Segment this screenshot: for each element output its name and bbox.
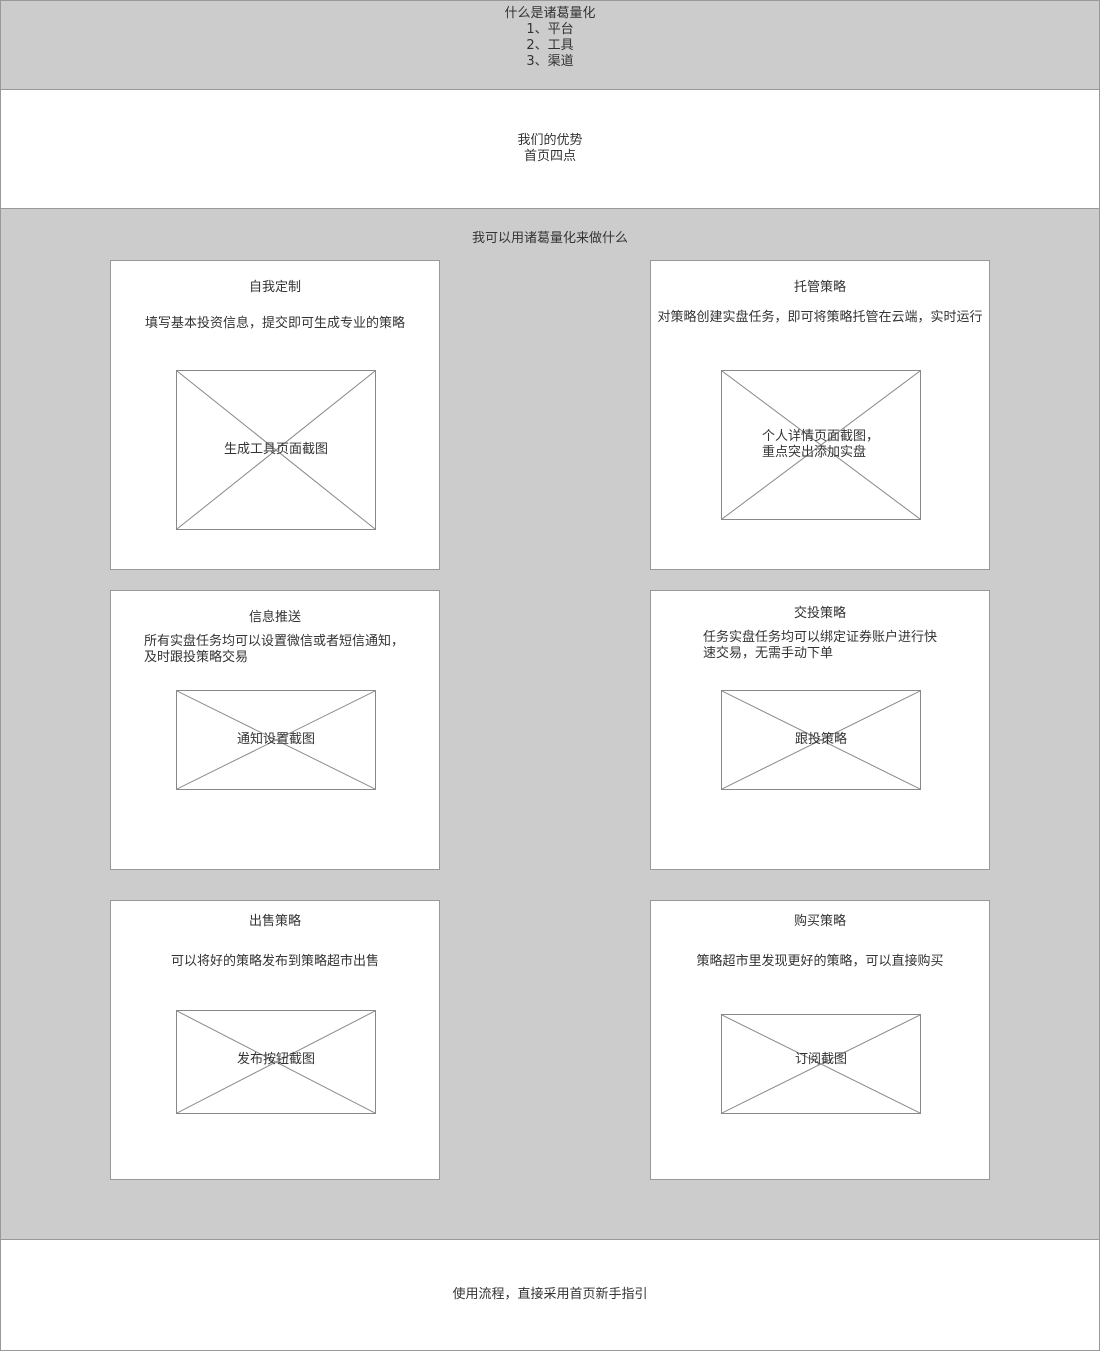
- placeholder-label-line: 通知设置截图: [236, 732, 315, 747]
- flow-text: 使用流程，直接采用首页新手指引: [452, 1287, 648, 1302]
- intro-item-tools: 2、工具: [526, 38, 574, 53]
- card-description: 对策略创建实盘任务，即可将策略托管在云端，实时运行: [657, 310, 983, 325]
- intro-item-channels: 3、渠道: [526, 54, 574, 69]
- card-notification-push: 信息推送 所有实盘任务均可以设置微信或者短信通知， 及时跟投策略交易 通知设置截…: [110, 590, 440, 870]
- card-title: 购买策略: [793, 914, 846, 929]
- card-description: 所有实盘任务均可以设置微信或者短信通知， 及时跟投策略交易: [144, 634, 404, 666]
- card-buy-strategy: 购买策略 策略超市里发现更好的策略，可以直接购买 订阅截图: [650, 900, 990, 1180]
- card-description-line: 任务实盘任务均可以绑定证券账户进行快: [703, 630, 938, 645]
- placeholder-label-line: 个人详情页面截图，: [762, 429, 880, 444]
- screenshot-placeholder: 跟投策略: [721, 690, 921, 790]
- placeholder-cross-icon: [722, 1015, 920, 1113]
- advantages-title: 我们的优势: [517, 133, 583, 148]
- screenshot-placeholder: 个人详情页面截图， 重点突出添加实盘: [721, 370, 921, 520]
- card-description: 策略超市里发现更好的策略，可以直接购买: [696, 954, 944, 969]
- card-title: 交投策略: [793, 606, 846, 621]
- screenshot-placeholder: 发布按钮截图: [176, 1010, 376, 1114]
- card-description-line: 及时跟投策略交易: [144, 650, 249, 665]
- placeholder-label: 订阅截图: [722, 1052, 920, 1068]
- intro-item-platform: 1、平台: [526, 22, 574, 37]
- placeholder-label: 跟投策略: [722, 732, 920, 748]
- placeholder-label: 发布按钮截图: [177, 1052, 375, 1068]
- uses-section: 我可以用诸葛量化来做什么 自我定制 填写基本投资信息，提交即可生成专业的策略 生…: [0, 208, 1100, 1240]
- advantages-subtitle: 首页四点: [523, 149, 576, 164]
- placeholder-label: 通知设置截图: [177, 732, 375, 748]
- card-title: 信息推送: [248, 610, 301, 625]
- placeholder-label-line: 跟投策略: [794, 732, 847, 747]
- card-description-line: 所有实盘任务均可以设置微信或者短信通知，: [144, 634, 405, 649]
- card-hosted-strategy: 托管策略 对策略创建实盘任务，即可将策略托管在云端，实时运行 个人详情页面截图，…: [650, 260, 990, 570]
- placeholder-label: 生成工具页面截图: [177, 442, 375, 458]
- placeholder-cross-icon: [177, 371, 375, 529]
- placeholder-label-line: 重点突出添加实盘: [762, 445, 867, 460]
- placeholder-cross-icon: [177, 691, 375, 789]
- card-description-line: 速交易，无需手动下单: [703, 646, 834, 661]
- placeholder-label-line: 发布按钮截图: [236, 1052, 315, 1067]
- uses-title: 我可以用诸葛量化来做什么: [471, 231, 628, 246]
- screenshot-placeholder: 订阅截图: [721, 1014, 921, 1114]
- advantages-text: 我们的优势 首页四点: [1, 133, 1099, 165]
- card-custom-strategy: 自我定制 填写基本投资信息，提交即可生成专业的策略 生成工具页面截图: [110, 260, 440, 570]
- flow-section: 使用流程，直接采用首页新手指引: [0, 1239, 1100, 1351]
- placeholder-cross-icon: [722, 371, 920, 519]
- card-title: 出售策略: [248, 914, 301, 929]
- screenshot-placeholder: 通知设置截图: [176, 690, 376, 790]
- intro-text: 什么是诸葛量化 1、平台 2、工具 3、渠道: [1, 6, 1099, 70]
- card-trade-strategy: 交投策略 任务实盘任务均可以绑定证券账户进行快 速交易，无需手动下单 跟投策略: [650, 590, 990, 870]
- card-description: 填写基本投资信息，提交即可生成专业的策略: [144, 316, 405, 331]
- placeholder-label-line: 生成工具页面截图: [223, 442, 328, 457]
- placeholder-label-line: 订阅截图: [794, 1052, 847, 1067]
- advantages-section: 我们的优势 首页四点: [0, 89, 1100, 209]
- intro-section: 什么是诸葛量化 1、平台 2、工具 3、渠道: [0, 0, 1100, 90]
- card-description: 可以将好的策略发布到策略超市出售: [170, 954, 379, 969]
- screenshot-placeholder: 生成工具页面截图: [176, 370, 376, 530]
- card-description: 任务实盘任务均可以绑定证券账户进行快 速交易，无需手动下单: [703, 630, 937, 662]
- card-title: 托管策略: [793, 280, 846, 295]
- card-title: 自我定制: [248, 280, 301, 295]
- card-sell-strategy: 出售策略 可以将好的策略发布到策略超市出售 发布按钮截图: [110, 900, 440, 1180]
- placeholder-cross-icon: [177, 1011, 375, 1113]
- placeholder-label: 个人详情页面截图， 重点突出添加实盘: [722, 429, 920, 461]
- placeholder-cross-icon: [722, 691, 920, 789]
- intro-title: 什么是诸葛量化: [504, 6, 596, 21]
